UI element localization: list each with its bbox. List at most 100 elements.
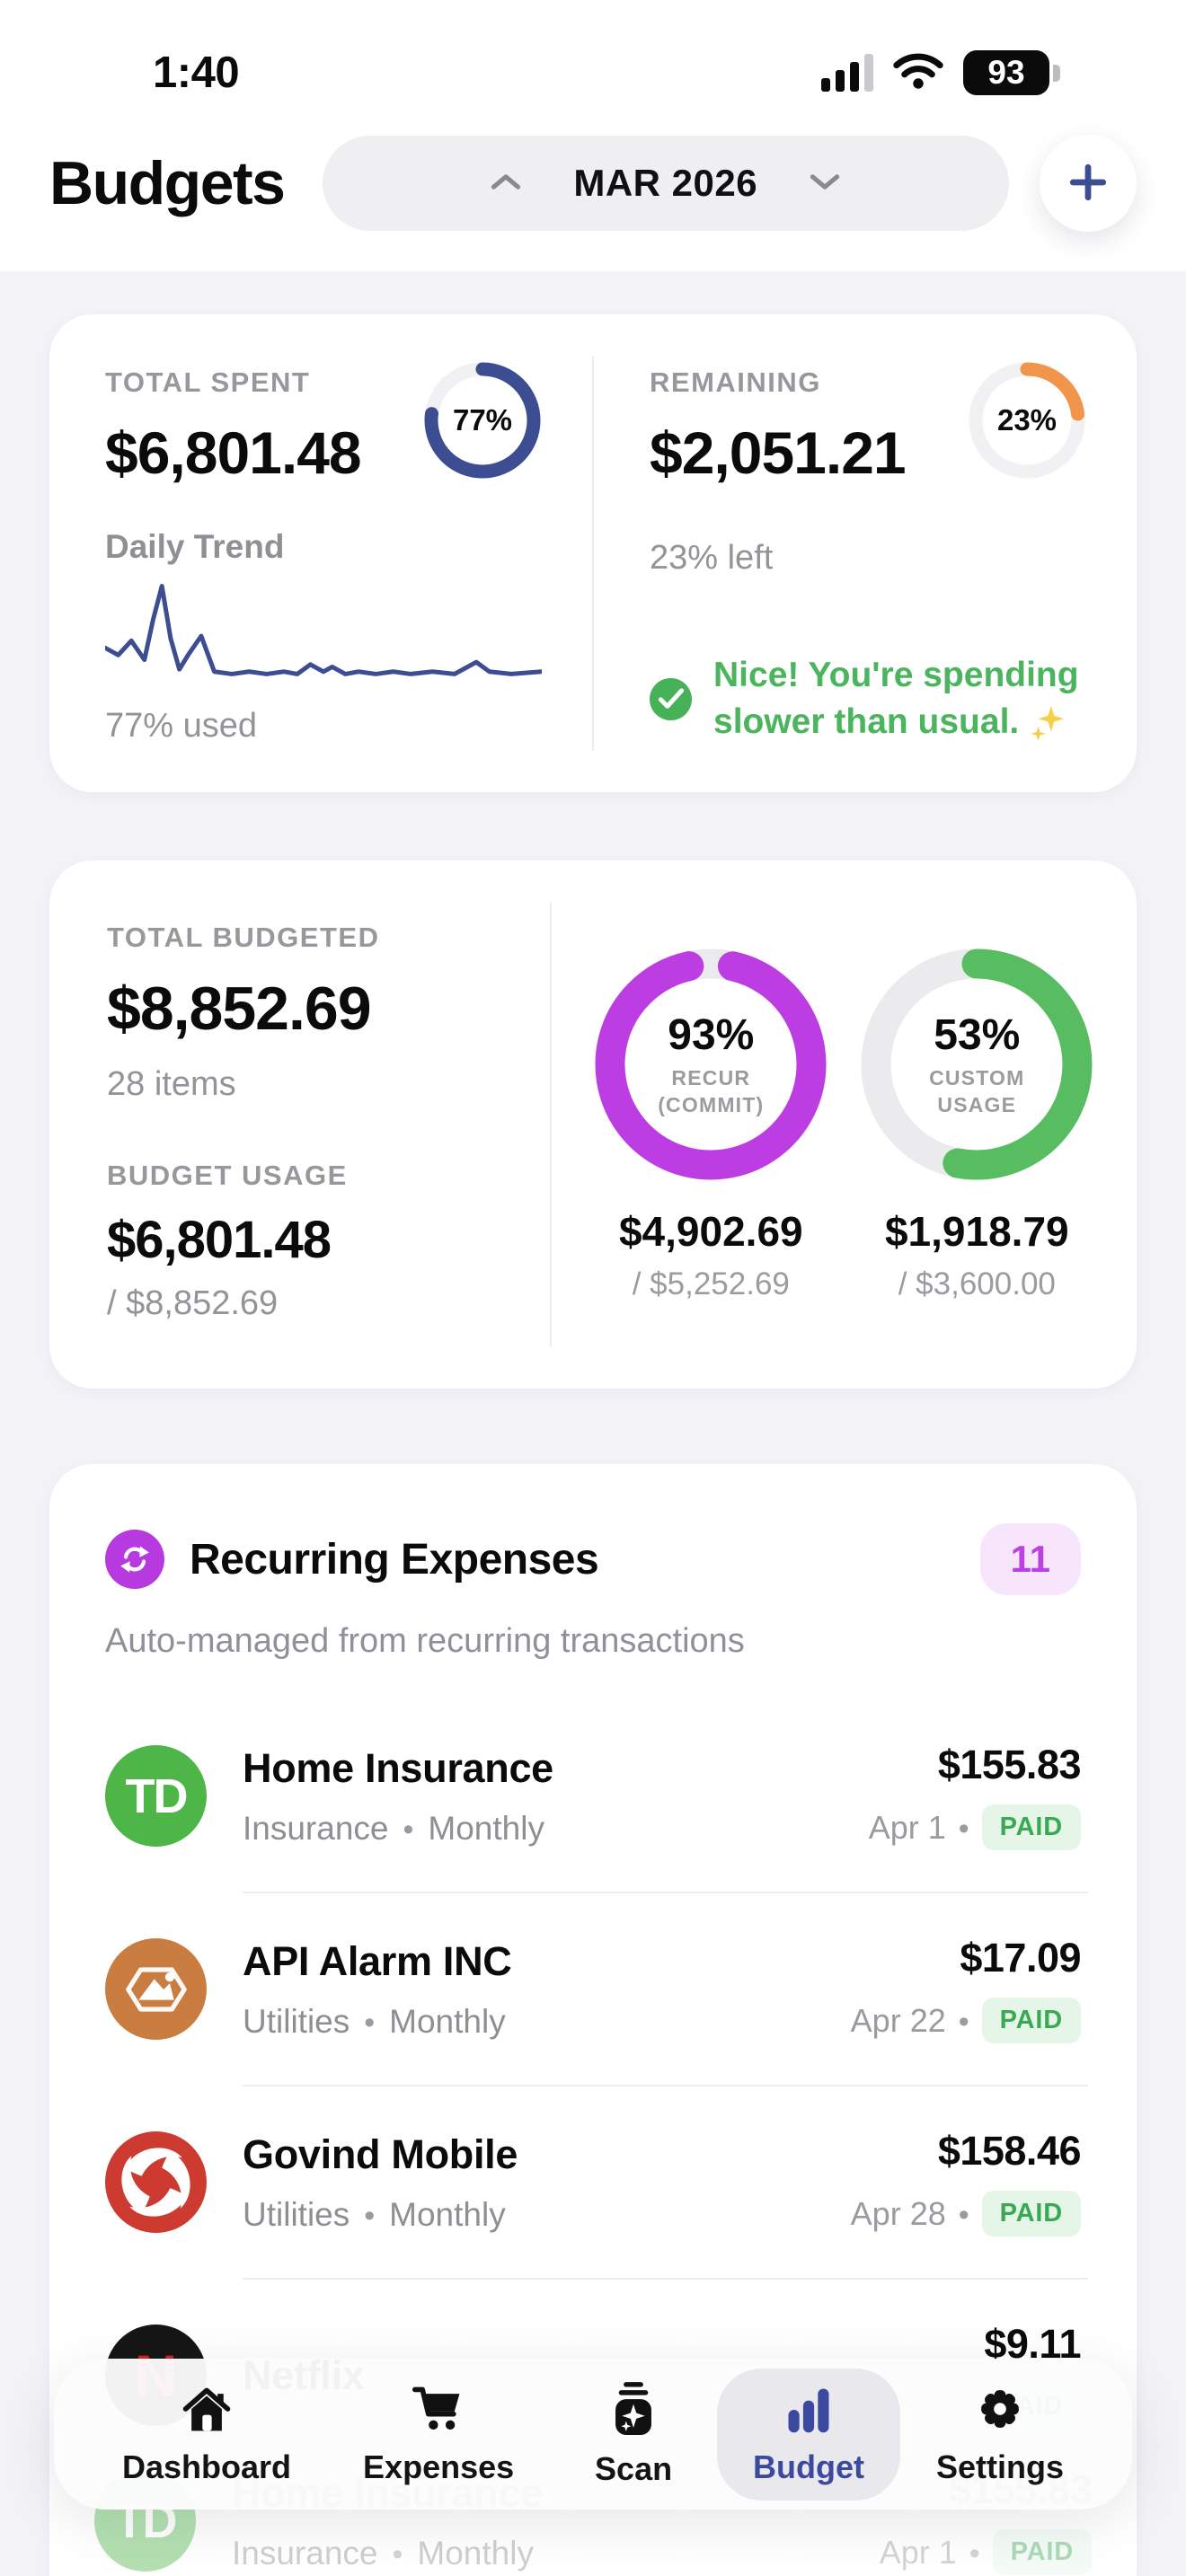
separator-dot: [959, 2002, 969, 2040]
remaining-donut-percent: 23%: [996, 403, 1058, 437]
total-spent-column: TOTAL SPENT $6,801.48 77% Daily Trend: [49, 314, 592, 792]
separator-dot: [364, 2196, 375, 2234]
header: 1:40 93 Budgets: [0, 0, 1186, 271]
spending-message: Nice! You're spending slower than usual.: [650, 652, 1086, 745]
scan-icon: [607, 2381, 659, 2439]
item-category: Insurance: [243, 1809, 389, 1847]
recur-total: / $5,252.69: [632, 1266, 790, 1301]
paid-status-badge: PAID: [981, 1998, 1081, 2043]
recurring-arrows-icon: [105, 1530, 164, 1589]
header-row: Budgets MAR 2026: [0, 111, 1186, 232]
card-divider: [549, 902, 552, 1347]
paid-status-badge: PAID: [981, 1804, 1081, 1850]
tab-budget[interactable]: Budget: [717, 2368, 900, 2501]
custom-total: / $3,600.00: [898, 1266, 1056, 1301]
paid-status-badge: PAID: [981, 2191, 1081, 2236]
list-item-govind-mobile[interactable]: Govind Mobile Utilities Monthly $158.46 …: [94, 2086, 1092, 2278]
recurring-count-badge: 11: [979, 1523, 1081, 1595]
total-budgeted-amount: $8,852.69: [107, 975, 372, 1043]
remaining-column: REMAINING $2,051.21 23% 23% left: [594, 314, 1137, 792]
recurring-subtitle: Auto-managed from recurring transactions: [105, 1622, 745, 1660]
list-item-home-insurance[interactable]: TD Home Insurance Insurance Monthly $155…: [94, 1700, 1092, 1892]
item-amount: $155.83: [937, 1742, 1082, 1787]
separator-dot: [393, 2535, 403, 2572]
item-amount: $17.09: [960, 1935, 1081, 1981]
total-spent-label: TOTAL SPENT: [105, 366, 311, 398]
percent-used-label: 77% used: [105, 707, 258, 745]
spent-donut-percent: 77%: [452, 403, 513, 437]
budget-donuts: 93% RECUR (COMMIT) $4,902.69 / $5,252.69: [552, 860, 1137, 1389]
daily-trend-sparkline: [105, 577, 542, 684]
tab-expenses[interactable]: Expenses: [327, 2369, 550, 2501]
percent-left-label: 23% left: [650, 539, 774, 577]
custom-donut-caption: CUSTOM USAGE: [929, 1065, 1025, 1116]
battery-level: 93: [987, 54, 1025, 91]
cart-icon: [412, 2383, 465, 2438]
tab-label: Expenses: [363, 2448, 515, 2485]
recurring-list: TD Home Insurance Insurance Monthly $155…: [94, 1700, 1092, 2471]
budget-totals-column: TOTAL BUDGETED $8,852.69 28 items BUDGET…: [49, 860, 550, 1389]
item-amount: $158.46: [937, 2128, 1082, 2174]
recurring-title: Recurring Expenses: [190, 1535, 599, 1584]
status-icons: 93: [821, 50, 1060, 95]
cellular-signal-icon: [821, 54, 873, 92]
budget-totals-card: TOTAL BUDGETED $8,852.69 28 items BUDGET…: [49, 860, 1137, 1389]
home-icon: [180, 2383, 234, 2438]
recur-donut-caption: RECUR (COMMIT): [658, 1065, 765, 1116]
total-budgeted-label: TOTAL BUDGETED: [107, 922, 380, 953]
tab-label: Budget: [753, 2448, 864, 2485]
separator-dot: [364, 2003, 375, 2041]
items-count: 28 items: [107, 1065, 236, 1103]
month-selector[interactable]: MAR 2026: [322, 136, 1009, 231]
tab-bar: Dashboard Expenses: [54, 2359, 1132, 2510]
budget-usage-label: BUDGET USAGE: [107, 1160, 348, 1191]
tab-settings[interactable]: Settings: [900, 2369, 1100, 2501]
custom-donut-percent: 53%: [934, 1010, 1021, 1059]
api-alarm-logo: [105, 1938, 207, 2040]
main-content: TOTAL SPENT $6,801.48 77% Daily Trend: [0, 271, 1186, 2576]
item-frequency: Monthly: [428, 1809, 544, 1847]
tab-label: Dashboard: [122, 2448, 292, 2485]
custom-amount: $1,918.79: [884, 1208, 1069, 1255]
recur-donut-block: 93% RECUR (COMMIT) $4,902.69 / $5,252.69: [593, 947, 828, 1302]
month-prev-chevron-up-icon[interactable]: [491, 173, 521, 193]
bar-chart-icon: [782, 2383, 836, 2438]
total-spent-amount: $6,801.48: [105, 419, 362, 486]
item-name: Home Insurance: [243, 1744, 553, 1791]
remaining-amount: $2,051.21: [650, 419, 907, 486]
tab-dashboard[interactable]: Dashboard: [86, 2369, 327, 2501]
spent-donut: 77%: [423, 361, 542, 480]
status-time: 1:40: [153, 49, 240, 97]
list-item-api-alarm[interactable]: API Alarm INC Utilities Monthly $17.09 A…: [94, 1893, 1092, 2085]
month-label: MAR 2026: [573, 162, 758, 204]
tab-scan[interactable]: Scan: [550, 2367, 717, 2502]
custom-usage-donut-block: 53% CUSTOM USAGE $1,918.79 / $3,600.00: [859, 947, 1094, 1302]
item-date: Apr 28: [850, 2194, 946, 2232]
separator-dot: [959, 1809, 969, 1847]
row-divider: [243, 1892, 1088, 1893]
check-circle-icon: [650, 677, 692, 720]
remaining-label: REMAINING: [650, 366, 821, 398]
tab-label: Settings: [935, 2448, 1064, 2485]
separator-dot: [403, 1810, 414, 1848]
month-next-chevron-down-icon[interactable]: [810, 173, 840, 193]
row-divider: [243, 2085, 1088, 2086]
separator-dot: [969, 2534, 980, 2572]
item-name: Govind Mobile: [243, 2130, 518, 2177]
plus-icon: [1067, 162, 1109, 206]
item-category: Utilities: [243, 2195, 350, 2233]
item-category: Utilities: [243, 2002, 350, 2040]
gear-icon: [973, 2383, 1027, 2438]
page-title: Budgets: [49, 149, 286, 217]
daily-trend-label: Daily Trend: [105, 528, 285, 565]
td-logo: TD: [105, 1745, 207, 1847]
card-divider: [592, 356, 594, 751]
recur-donut-percent: 93%: [668, 1010, 755, 1059]
recur-amount: $4,902.69: [618, 1208, 803, 1255]
budget-usage-amount: $6,801.48: [107, 1211, 332, 1269]
item-frequency: Monthly: [389, 2195, 506, 2233]
recurring-header: Recurring Expenses 11: [94, 1523, 1092, 1595]
status-bar: 1:40 93: [0, 25, 1186, 111]
add-budget-button[interactable]: [1040, 135, 1137, 232]
battery-icon: 93: [963, 50, 1060, 95]
